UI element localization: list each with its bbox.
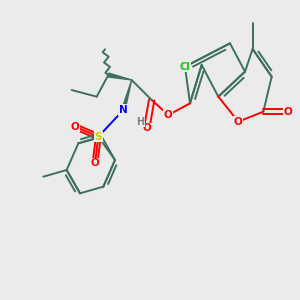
Text: O: O	[234, 117, 243, 127]
Polygon shape	[108, 73, 132, 80]
Text: Cl: Cl	[180, 62, 190, 72]
Text: O: O	[164, 110, 173, 120]
Text: S: S	[94, 132, 102, 142]
Text: O: O	[70, 122, 80, 132]
Text: H: H	[136, 117, 144, 127]
Text: O: O	[284, 107, 293, 117]
Text: O: O	[91, 158, 99, 168]
Text: O: O	[142, 123, 151, 133]
Polygon shape	[122, 80, 132, 110]
Text: N: N	[119, 105, 128, 115]
